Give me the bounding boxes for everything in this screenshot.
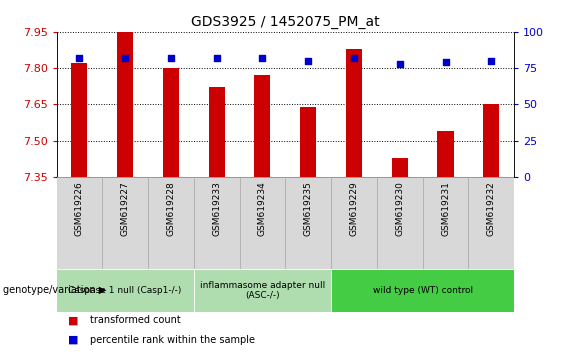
Text: GSM619233: GSM619233 (212, 182, 221, 236)
Text: ■: ■ (68, 315, 79, 325)
Point (304, 58, 313, 64)
Text: GSM619230: GSM619230 (396, 182, 404, 236)
Bar (163, 68, 179, 177)
Text: GSM619234: GSM619234 (258, 182, 267, 236)
Point (166, 55, 175, 61)
Bar (392, 158, 408, 177)
Point (349, 55, 359, 61)
Bar (483, 104, 499, 177)
Bar (377, 177, 423, 269)
Bar (56, 269, 194, 312)
Bar (56, 177, 102, 269)
Title: GDS3925 / 1452075_PM_at: GDS3925 / 1452075_PM_at (191, 16, 380, 29)
Text: GSM619232: GSM619232 (487, 182, 496, 236)
Text: GSM619235: GSM619235 (304, 182, 312, 236)
Text: Caspase 1 null (Casp1-/-): Caspase 1 null (Casp1-/-) (68, 286, 182, 295)
Bar (331, 269, 514, 312)
Text: wild type (WT) control: wild type (WT) control (372, 286, 473, 295)
Bar (285, 177, 331, 269)
Point (120, 55, 129, 61)
Point (396, 61, 405, 67)
Text: GSM619226: GSM619226 (75, 182, 84, 236)
Point (258, 55, 267, 61)
Text: inflammasome adapter null
(ASC-/-): inflammasome adapter null (ASC-/-) (200, 281, 325, 300)
Bar (331, 177, 377, 269)
Bar (254, 75, 271, 177)
Text: genotype/variation ▶: genotype/variation ▶ (3, 285, 106, 295)
Bar (117, 32, 133, 177)
Bar (300, 107, 316, 177)
Bar (71, 63, 88, 177)
Point (441, 59, 450, 65)
Point (486, 58, 496, 64)
Bar (194, 269, 331, 312)
Point (75, 55, 84, 61)
Bar (468, 177, 514, 269)
Text: GSM619228: GSM619228 (167, 182, 175, 236)
Bar (148, 177, 194, 269)
Text: percentile rank within the sample: percentile rank within the sample (90, 335, 255, 345)
Text: GSM619229: GSM619229 (350, 182, 358, 236)
Text: GSM619227: GSM619227 (121, 182, 129, 236)
Text: GSM619231: GSM619231 (441, 182, 450, 236)
Bar (423, 177, 468, 269)
Bar (240, 177, 285, 269)
Bar (208, 87, 225, 177)
Bar (194, 177, 240, 269)
Bar (346, 49, 362, 177)
Bar (437, 131, 454, 177)
Point (212, 55, 221, 61)
Text: transformed count: transformed count (90, 315, 181, 325)
Bar (102, 177, 148, 269)
Text: ■: ■ (68, 335, 79, 345)
